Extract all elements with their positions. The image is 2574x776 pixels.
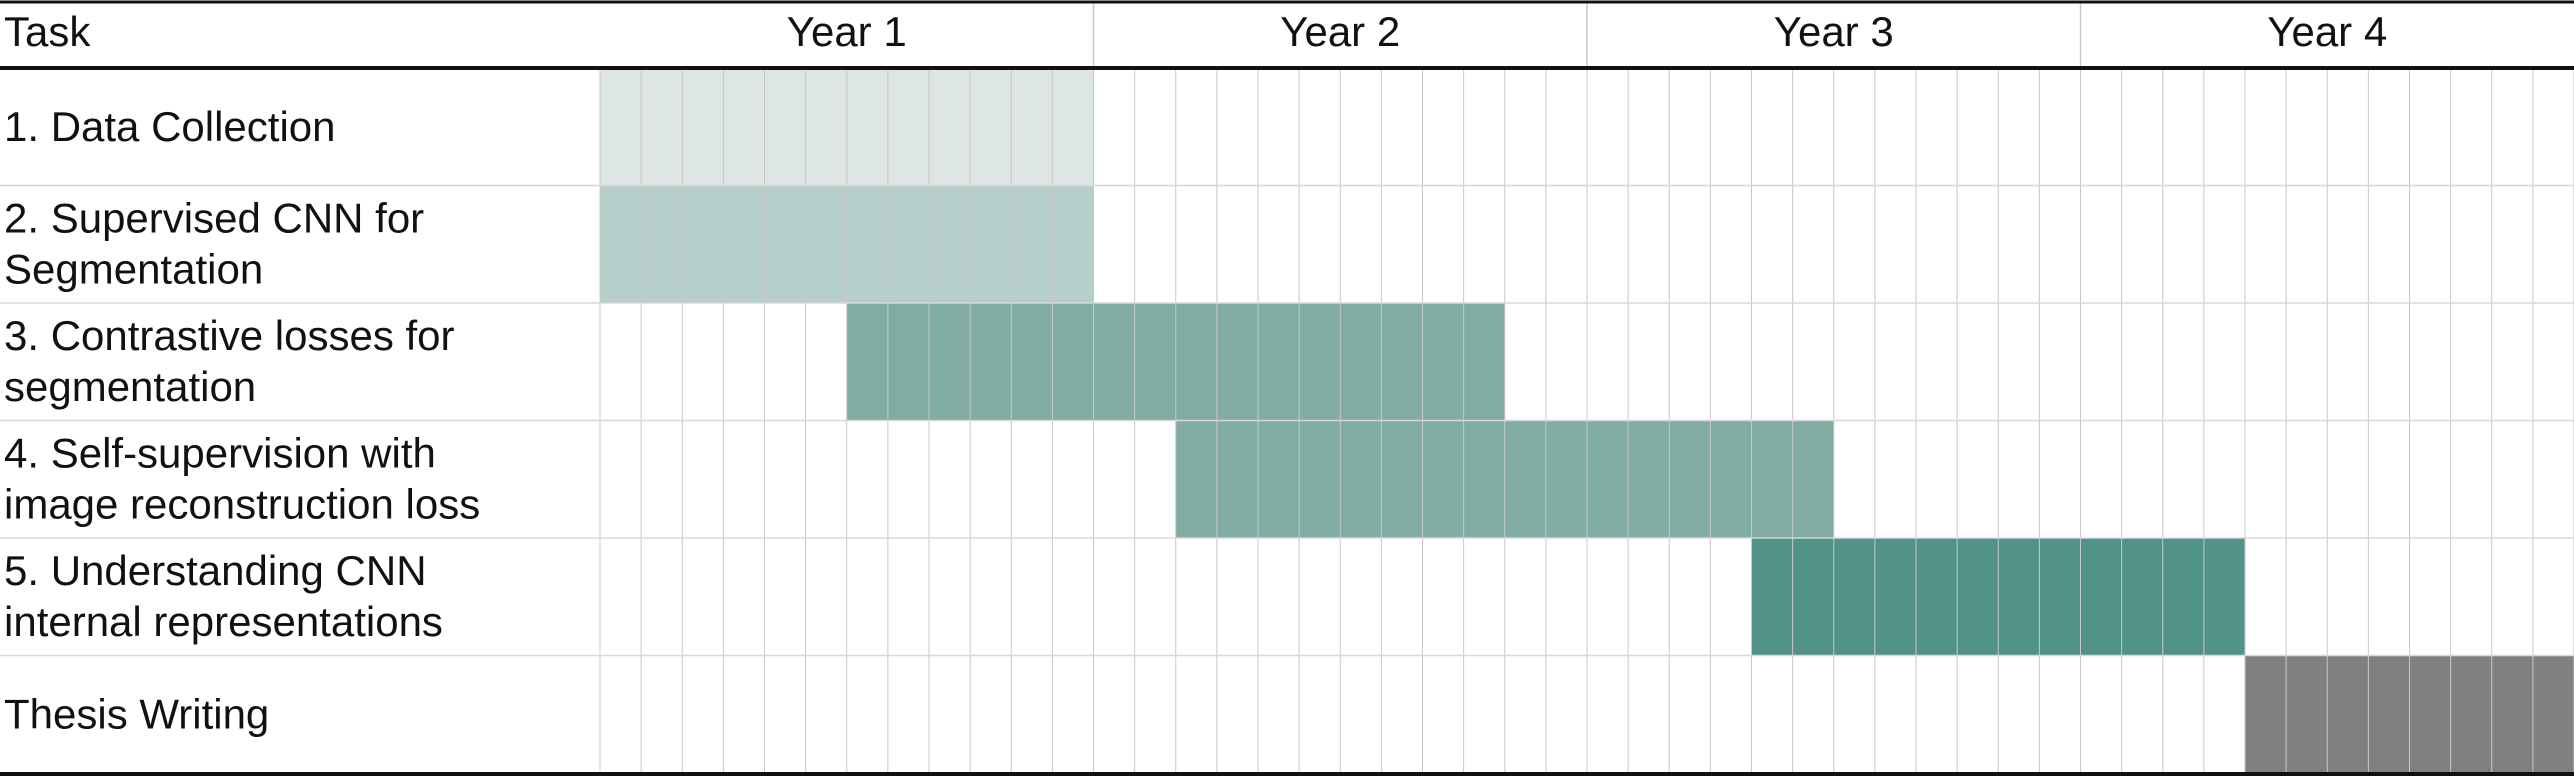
task-label: 3. Contrastive losses for segmentation (4, 312, 455, 410)
task-label-line: 4. Self-supervision with (4, 429, 436, 476)
task-column-header: Task (4, 8, 91, 55)
task-label-line: internal representations (4, 598, 443, 645)
year-header-label: Year 3 (1774, 8, 1894, 55)
task-label-line: segmentation (4, 363, 256, 410)
task-label: 4. Self-supervision with image reconstruc… (4, 429, 480, 527)
task-label-line: image reconstruction loss (4, 480, 480, 527)
year-header-label: Year 2 (1280, 8, 1400, 55)
task-label-line: 2. Supervised CNN for (4, 194, 424, 241)
header-row: Task Year 1 Year 2 Year 3 Year 4 (4, 8, 2387, 55)
task-label: 5. Understanding CNN internal representat… (4, 547, 443, 645)
task-label-line: 5. Understanding CNN (4, 547, 427, 594)
task-label-line: Segmentation (4, 245, 263, 292)
task-label: Thesis Writing (4, 690, 269, 737)
task-labels: 1. Data Collection 2. Supervised CNN for S… (4, 103, 480, 738)
year-header-label: Year 4 (2267, 8, 2387, 55)
year-header-label: Year 1 (787, 8, 907, 55)
task-label: 2. Supervised CNN for Segmentation (4, 194, 424, 292)
task-label: 1. Data Collection (4, 103, 336, 150)
task-label-line: 3. Contrastive losses for (4, 312, 455, 359)
